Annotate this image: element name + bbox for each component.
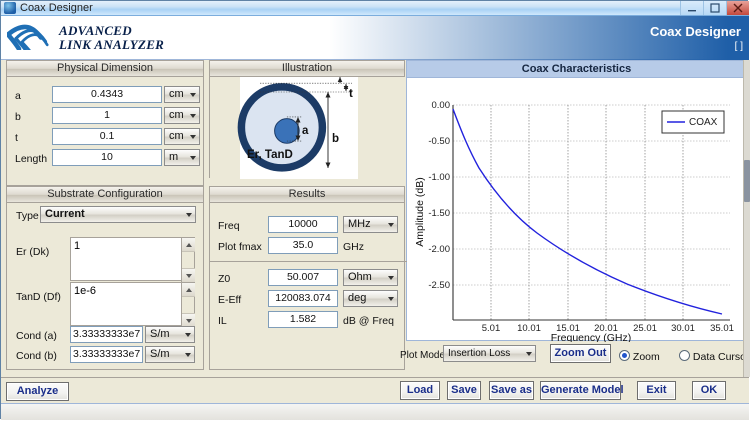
svg-text:-1.00: -1.00 [428,172,450,183]
svg-text:a: a [302,125,309,137]
svg-text:10.01: 10.01 [517,323,541,334]
svg-text:COAX: COAX [689,117,718,128]
svg-text:-0.50: -0.50 [428,136,450,147]
svg-text:5.01: 5.01 [482,323,501,334]
svg-text:t: t [349,88,353,100]
svg-text:35.01: 35.01 [710,323,734,334]
svg-text:0.00: 0.00 [432,100,451,111]
svg-text:-1.50: -1.50 [428,208,450,219]
svg-text:-2.00: -2.00 [428,244,450,255]
svg-text:Amplitude (dB): Amplitude (dB) [414,177,426,246]
svg-text:25.01: 25.01 [633,323,657,334]
svg-text:30.01: 30.01 [671,323,695,334]
svg-text:b: b [332,133,339,145]
svg-text:Frequency (GHz): Frequency (GHz) [551,332,632,342]
svg-text:-2.50: -2.50 [428,280,450,291]
svg-text:Er, TanD: Er, TanD [247,149,293,161]
